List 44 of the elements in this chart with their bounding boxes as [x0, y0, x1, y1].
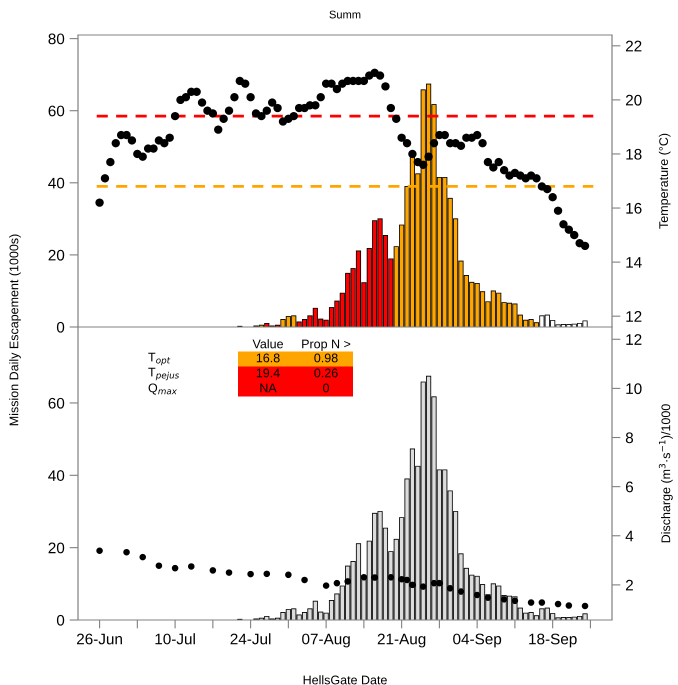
y-tick-label: 80 — [48, 33, 64, 44]
annotation: Prop N > — [302, 340, 350, 351]
y2-tick-label: 10 — [626, 383, 642, 394]
y-axis-title: Mission Daily Escapement (1000s) — [9, 234, 21, 426]
y2-axis-title: Discharge (m$^{3}$·s$^{−1}$)/1000 — [658, 404, 673, 542]
x-tick-label: 18-Sep — [529, 634, 577, 648]
y-tick-label: 20 — [48, 250, 64, 261]
annotation: 16.8 — [256, 354, 280, 362]
x-tick-label: 24-Jul — [230, 633, 270, 644]
y2-tick-label: 22 — [626, 40, 642, 52]
y2-tick-label: 12 — [626, 311, 642, 322]
annotation: 0.26 — [314, 368, 338, 378]
annotation: NA — [260, 384, 277, 392]
annotation: T$_{opt}$ — [148, 352, 170, 366]
x-tick-label: 21-Aug — [378, 634, 426, 648]
annotation: 0 — [323, 384, 329, 392]
y-tick-label: 0 — [56, 614, 64, 626]
y2-tick-label: 6 — [626, 482, 634, 492]
y2-tick-label: 12 — [626, 334, 642, 345]
annotation: 19.4 — [256, 368, 280, 378]
y2-tick-label: 18 — [626, 148, 642, 160]
y-tick-label: 40 — [48, 470, 64, 481]
annotation: Value — [252, 339, 283, 348]
x-tick-label: 26-Jun — [76, 634, 122, 644]
y-tick-label: 40 — [48, 178, 64, 188]
y-tick-label: 60 — [48, 398, 64, 409]
y-tick-label: 20 — [48, 542, 64, 554]
chart-title: Summ — [329, 10, 360, 18]
annotation: T$_{pejus}$ — [148, 368, 180, 380]
x-tick-label: 04-Sep — [453, 634, 502, 648]
annotation: 0.98 — [314, 354, 338, 362]
y-tick-label: 60 — [48, 106, 64, 116]
y2-tick-label: 14 — [626, 257, 642, 268]
y-tick-label: 0 — [56, 322, 64, 333]
x-axis-title: HellsGate Date — [304, 675, 387, 684]
y2-tick-label: 4 — [626, 530, 634, 542]
y2-tick-label: 2 — [626, 580, 633, 590]
y2-axis-title: Temperature (°C) — [658, 134, 671, 229]
y2-tick-label: 20 — [626, 94, 642, 106]
x-tick-label: 10-Jul — [155, 633, 195, 644]
y2-tick-label: 8 — [626, 432, 634, 444]
x-tick-label: 07-Aug — [302, 634, 350, 648]
annotation: Q$_{max}$ — [148, 383, 177, 395]
y2-tick-label: 16 — [626, 202, 642, 214]
